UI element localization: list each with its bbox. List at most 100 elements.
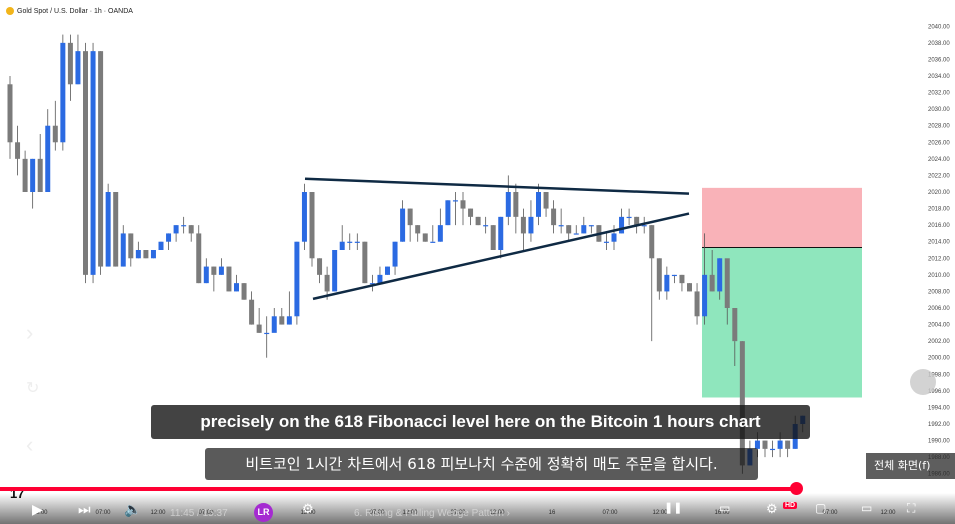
candle-body xyxy=(271,316,277,333)
candle-body xyxy=(120,233,126,267)
next-video-icon[interactable]: ⏭ xyxy=(78,501,91,517)
candle-body xyxy=(762,440,768,449)
price-tick-label: 2016.00 xyxy=(928,223,950,229)
candle-body xyxy=(22,158,28,192)
prev-arrow-icon[interactable]: ‹ xyxy=(26,432,34,457)
price-tick-label: 2038.00 xyxy=(928,41,950,47)
candle-body xyxy=(694,291,700,317)
candle-body xyxy=(279,316,285,325)
price-tick-label: 2036.00 xyxy=(928,57,950,63)
settings-icon[interactable]: ⚙ xyxy=(766,501,778,516)
candle-body xyxy=(664,274,670,292)
gear-icon[interactable]: ⚙ xyxy=(302,501,314,516)
candle-body xyxy=(407,208,413,226)
candle-body xyxy=(687,283,692,292)
candle-body xyxy=(294,241,300,317)
symbol-label: Gold Spot / U.S. Dollar · 1h · OANDA xyxy=(17,7,133,15)
candle-body xyxy=(520,216,526,234)
candle-body xyxy=(339,241,345,250)
price-tick-label: 2006.00 xyxy=(928,306,950,312)
candle-body xyxy=(626,216,632,219)
candle-body xyxy=(785,440,791,449)
candle-body xyxy=(67,42,73,85)
candle-body xyxy=(709,274,715,292)
candle-body xyxy=(634,216,640,226)
miniplayer-icon[interactable]: ▢ xyxy=(815,501,827,515)
candle-body xyxy=(603,241,609,243)
progress-fill xyxy=(0,487,797,491)
candle-body xyxy=(369,283,375,285)
chapter-title[interactable]: 6. Rising & Falling Wedge Pattern › xyxy=(354,508,511,519)
candle-body xyxy=(490,225,496,250)
candle-body xyxy=(536,192,541,217)
price-tick-label: 2010.00 xyxy=(928,273,950,279)
candle-body xyxy=(770,448,776,451)
price-tick-label: 2014.00 xyxy=(928,240,950,246)
price-tick-label: 2000.00 xyxy=(928,356,950,362)
next-arrow-icon[interactable]: › xyxy=(26,320,34,345)
candle-body xyxy=(483,225,489,227)
candle-body xyxy=(113,192,119,267)
candle-body xyxy=(460,200,466,209)
fullscreen-tooltip: 전체 화면(f) xyxy=(866,453,955,479)
fullscreen-icon[interactable]: ⛶ xyxy=(907,501,916,515)
avatar: LR xyxy=(254,503,273,522)
candle-body xyxy=(392,241,398,267)
candle-body xyxy=(566,225,572,234)
symbol-title: Gold Spot / U.S. Dollar · 1h · OANDA xyxy=(6,7,133,15)
candle-body xyxy=(301,192,307,242)
theater-icon[interactable]: ▭ xyxy=(861,501,873,515)
price-tick-label: 1996.00 xyxy=(928,389,950,395)
candle-body xyxy=(143,250,149,259)
candle-body xyxy=(422,233,428,242)
progress-knob[interactable] xyxy=(790,482,803,495)
candle-body xyxy=(249,299,255,325)
price-tick-label: 2002.00 xyxy=(928,339,950,345)
price-tick-label: 2032.00 xyxy=(928,91,950,97)
candle-body xyxy=(445,200,451,226)
candle-body xyxy=(739,341,745,466)
price-tick-label: 2040.00 xyxy=(928,24,950,30)
subtitles-icon[interactable]: ▭ xyxy=(719,501,731,515)
replay-icon[interactable]: ↻ xyxy=(26,380,40,397)
candle-body xyxy=(150,250,156,259)
candle-body xyxy=(173,225,179,234)
candle-body xyxy=(211,266,217,275)
candle-body xyxy=(7,84,13,143)
candle-body xyxy=(135,250,141,259)
candle-body xyxy=(181,225,187,227)
candle-body xyxy=(75,51,81,85)
candle-body xyxy=(732,308,738,342)
wedge-lines xyxy=(304,177,690,301)
candle-body xyxy=(347,241,353,243)
wedge-lower-line xyxy=(312,212,690,301)
price-tick-label: 2018.00 xyxy=(928,207,950,213)
price-tick-label: 1994.00 xyxy=(928,405,950,411)
price-tick-label: 1992.00 xyxy=(928,422,950,428)
candle-body xyxy=(717,258,723,292)
candle-body xyxy=(264,332,270,335)
candle-body xyxy=(241,283,247,300)
candle-body xyxy=(498,216,504,250)
volume-icon[interactable]: 🔈 xyxy=(124,501,142,517)
settings-bubble-icon[interactable] xyxy=(910,369,936,395)
price-tick-label: 2030.00 xyxy=(928,107,950,113)
candle-body xyxy=(166,233,172,242)
pause-icon[interactable]: ❚❚ xyxy=(664,502,683,514)
price-tick-label: 2020.00 xyxy=(928,190,950,196)
candle-body xyxy=(158,241,164,250)
price-tick-label: 1990.00 xyxy=(928,439,950,445)
caption-english: precisely on the 618 Fibonacci level her… xyxy=(151,405,810,439)
candle-body xyxy=(452,200,458,202)
candle-body xyxy=(105,192,111,267)
price-tick-label: 2004.00 xyxy=(928,323,950,329)
candle-body xyxy=(754,440,760,449)
candle-body xyxy=(551,208,557,226)
play-icon[interactable]: ▶ xyxy=(32,501,43,517)
candle-body xyxy=(679,274,685,284)
progress-bar[interactable] xyxy=(0,482,955,495)
price-tick-label: 1998.00 xyxy=(928,372,950,378)
candle-body xyxy=(702,274,708,317)
candle-body xyxy=(37,158,43,192)
candle-body xyxy=(83,51,88,275)
